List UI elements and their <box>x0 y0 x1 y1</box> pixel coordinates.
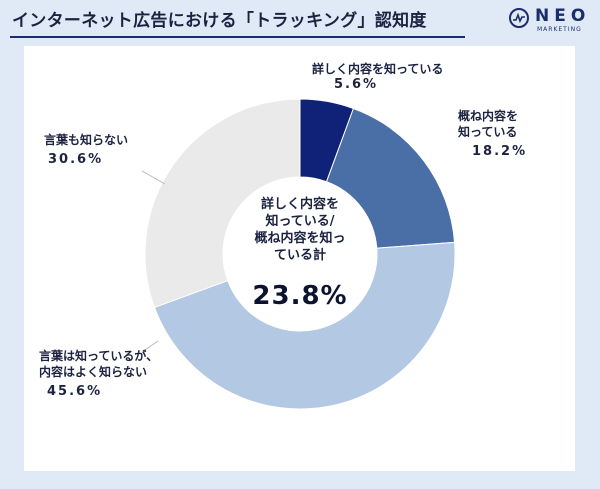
label-unknown: 言葉も知らない 30.6% <box>44 132 128 168</box>
label-unknown-text: 言葉も知らない <box>44 133 129 147</box>
value-label-unknown: 30.6% <box>48 152 104 167</box>
logo-subtitle: MARKETING <box>537 26 582 33</box>
label-word-only-line2: 内容はよく知らない <box>39 365 148 379</box>
donut-chart <box>141 98 456 410</box>
leader-line-unknown <box>141 170 166 185</box>
logo-name: NEO <box>535 6 591 26</box>
label-general-knowledge-line2: 知っている <box>458 125 518 139</box>
donut-center-label: 詳しく内容を 知っている/ 概ね内容を知っ ている計 <box>225 196 375 264</box>
donut-center-value: 23.8% <box>252 281 348 311</box>
page-title: インターネット広告における「トラッキング」認知度 <box>12 11 427 31</box>
leader-line-word-only <box>141 340 159 353</box>
center-label-line2: 知っている/ <box>265 214 335 229</box>
slice-unknown <box>144 98 301 309</box>
label-word-only-line1: 言葉は知っているが、 <box>39 349 159 363</box>
slice-word-only <box>153 241 456 410</box>
value-label-general-knowledge: 18.2% <box>472 144 528 159</box>
label-detailed-knowledge-text: 詳しく内容を知っている <box>312 62 444 76</box>
value-label-detailed-knowledge: 5.6% <box>334 77 379 92</box>
label-general-knowledge: 概ね内容を 知っている 18.2% <box>458 108 527 160</box>
title-underline <box>10 36 465 38</box>
center-label-line3: 概ね内容を知っ <box>254 231 346 246</box>
slice-general-knowledge <box>325 107 456 249</box>
label-word-only: 言葉は知っているが、 内容はよく知らない 45.6% <box>39 348 158 400</box>
center-label-line4: ている計 <box>273 248 326 263</box>
value-label-word-only: 45.6% <box>47 384 103 399</box>
label-general-knowledge-line1: 概ね内容を <box>458 109 519 123</box>
pulse-icon <box>509 8 529 28</box>
chart-card: 詳しく内容を知っている 5.6% 概ね内容を 知っている 18.2% 言葉は知っ… <box>24 46 575 471</box>
label-detailed-knowledge: 詳しく内容を知っている 5.6% <box>312 61 443 93</box>
brand-logo: NEO MARKETING <box>509 6 594 37</box>
center-label-line1: 詳しく内容を <box>260 197 339 212</box>
